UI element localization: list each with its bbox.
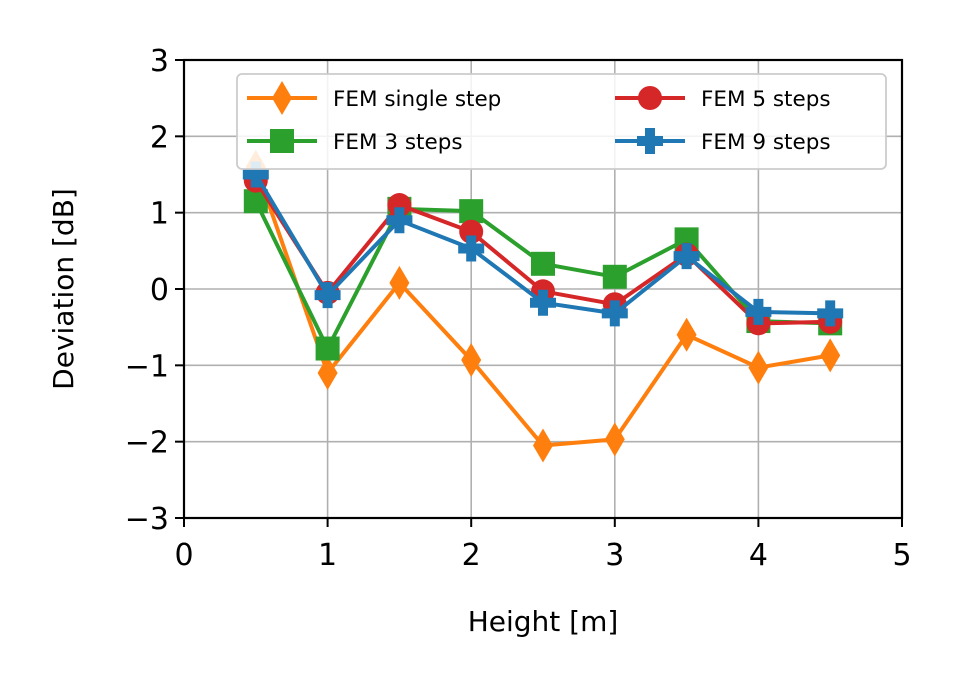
x-tick-label: 3 [605, 538, 624, 573]
data-point [604, 422, 625, 457]
legend-marker [637, 128, 663, 154]
y-tick-label: −3 [125, 502, 169, 537]
data-point [314, 282, 341, 309]
data-point [673, 243, 700, 270]
x-axis-label: Height [m] [468, 605, 619, 638]
y-tick-label: 1 [150, 197, 169, 232]
legend-marker [638, 86, 662, 110]
data-point [459, 219, 484, 244]
x-tick-label: 4 [749, 538, 768, 573]
x-tick-label: 2 [462, 538, 481, 573]
y-tick-label: 0 [150, 273, 169, 308]
legend-entry: FEM single step [247, 81, 501, 115]
y-tick-label: −1 [125, 349, 169, 384]
series-fem-3-steps [243, 189, 843, 361]
data-point [461, 342, 482, 377]
series-fem-single-step [245, 149, 841, 463]
data-point [820, 338, 841, 373]
data-point [458, 235, 485, 262]
x-tick-label: 0 [174, 538, 193, 573]
legend-marker [270, 129, 294, 153]
y-tick-label: 3 [150, 44, 169, 79]
axis-ticks: 0 1 2 3 4 5 −3 −2 −1 0 1 2 3 [125, 44, 912, 573]
legend-label: FEM single step [333, 87, 501, 112]
data-point [676, 317, 697, 352]
data-point [602, 264, 627, 289]
data-point [242, 161, 269, 188]
legend-label: FEM 9 steps [701, 130, 831, 155]
x-tick-label: 1 [318, 538, 337, 573]
legend-entry: FEM 9 steps [615, 128, 831, 155]
data-point [387, 193, 412, 218]
data-point [317, 355, 338, 390]
data-point [530, 289, 556, 316]
data-point [601, 300, 628, 327]
legend: FEM single step FEM 5 steps FEM 3 steps FEM… [236, 73, 887, 170]
legend-entry: FEM 3 steps [247, 129, 463, 155]
plot-series [242, 149, 844, 463]
data-point [315, 336, 340, 361]
x-tick-label: 5 [892, 538, 911, 573]
data-point [389, 265, 410, 300]
data-point [817, 300, 844, 327]
legend-entry: FEM 5 steps [615, 86, 831, 112]
data-point [531, 251, 555, 276]
data-point [459, 199, 484, 224]
legend-box [236, 73, 887, 170]
legend-label: FEM 3 steps [333, 130, 463, 155]
data-point [748, 350, 769, 385]
series-fem-9-steps [242, 161, 844, 327]
data-point [745, 298, 772, 325]
data-point [386, 207, 413, 234]
data-point [243, 189, 268, 214]
y-tick-label: 2 [150, 120, 169, 155]
legend-label: FEM 5 steps [701, 87, 831, 112]
legend-marker [272, 81, 292, 115]
y-tick-label: −2 [125, 426, 169, 461]
data-point [533, 428, 553, 463]
y-axis-label: Deviation [dB] [47, 188, 80, 390]
